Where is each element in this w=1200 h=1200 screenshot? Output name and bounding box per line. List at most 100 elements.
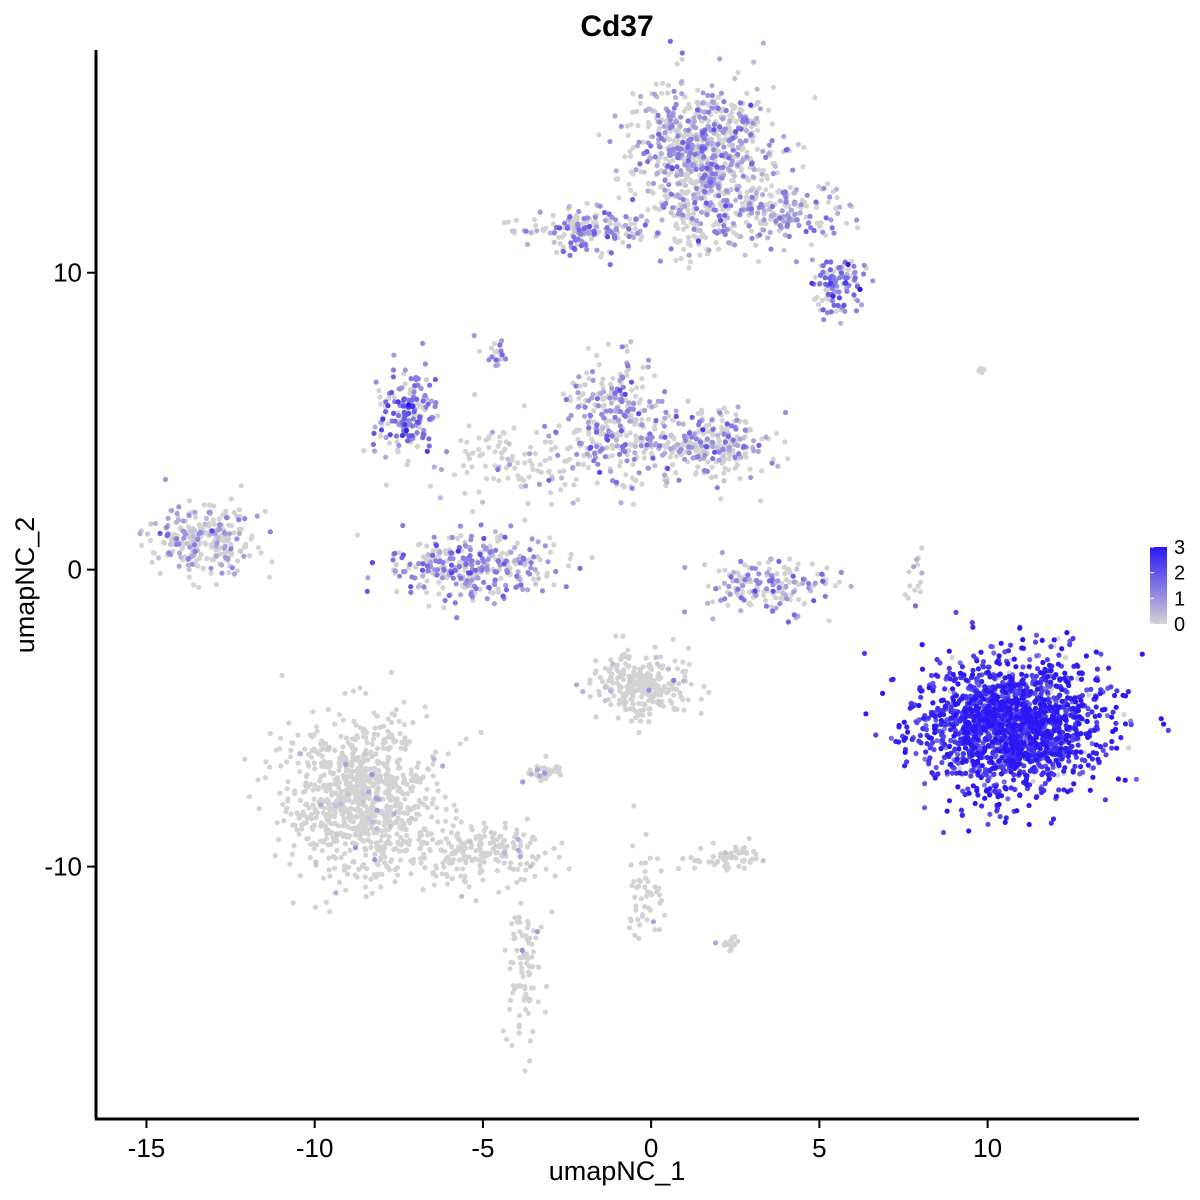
cell-point — [371, 872, 377, 878]
cell-point — [851, 292, 857, 298]
cell-point — [514, 827, 520, 833]
cell-point — [306, 763, 312, 769]
cell-point — [743, 454, 749, 460]
cell-point — [551, 845, 557, 852]
cell-point — [535, 539, 541, 545]
cell-point — [656, 131, 662, 137]
cell-point — [425, 766, 431, 772]
cell-point — [1034, 653, 1040, 659]
cell-point — [204, 555, 210, 562]
cell-point — [704, 207, 710, 213]
cell-point — [688, 681, 694, 687]
cell-point — [344, 735, 350, 741]
cell-point — [629, 697, 635, 703]
cell-point — [691, 233, 697, 239]
cell-point — [281, 818, 287, 824]
cell-point — [599, 411, 605, 417]
cell-point — [442, 597, 448, 604]
cell-point — [329, 792, 335, 798]
cell-point — [637, 666, 643, 673]
cell-point — [314, 728, 320, 734]
cell-point — [1133, 776, 1139, 782]
cell-point — [756, 442, 762, 448]
cell-point — [751, 166, 757, 173]
cell-point — [599, 380, 605, 387]
cell-point — [636, 729, 642, 736]
cell-point — [210, 517, 216, 523]
cell-point — [364, 588, 370, 595]
cell-point — [501, 561, 507, 567]
cell-point — [673, 221, 679, 227]
cell-point — [242, 516, 248, 522]
cell-point — [356, 802, 362, 808]
cell-point — [682, 609, 688, 615]
cell-point — [804, 192, 810, 198]
cell-point — [717, 124, 723, 130]
cell-point — [430, 773, 436, 779]
cell-point — [269, 559, 275, 565]
cell-point — [149, 559, 155, 565]
cell-point — [323, 899, 329, 905]
cell-point — [695, 453, 701, 460]
cell-point — [672, 658, 678, 664]
cell-point — [532, 873, 538, 879]
cell-point — [514, 540, 521, 546]
cell-point — [380, 745, 386, 751]
cell-point — [391, 776, 397, 782]
cell-point — [529, 954, 535, 960]
cell-point — [638, 443, 644, 449]
cell-point — [624, 372, 630, 378]
cell-point — [426, 436, 432, 442]
cell-point — [383, 409, 389, 415]
cell-point — [660, 703, 666, 709]
cell-point — [378, 838, 384, 844]
cell-point — [648, 143, 654, 149]
cell-point — [753, 577, 760, 583]
cell-point — [790, 167, 796, 173]
cell-point — [404, 791, 410, 797]
cell-point — [192, 548, 198, 555]
cell-point — [697, 419, 703, 425]
cell-point — [673, 413, 679, 419]
cell-point — [368, 780, 374, 786]
cell-point — [180, 518, 186, 524]
cell-point — [396, 550, 402, 556]
cell-point — [226, 522, 232, 528]
cell-point — [467, 547, 474, 553]
cell-point — [602, 454, 608, 460]
cell-point — [619, 652, 625, 658]
cell-point — [275, 837, 282, 843]
cell-point — [318, 820, 325, 826]
cell-point — [535, 999, 542, 1005]
cell-point — [657, 144, 663, 150]
cell-point — [769, 203, 776, 210]
cell-point — [401, 397, 407, 403]
cell-point — [647, 664, 653, 670]
cell-point — [502, 534, 508, 540]
cell-point — [685, 127, 691, 133]
cell-point — [372, 725, 378, 731]
cell-point — [531, 217, 538, 223]
cell-point — [396, 442, 402, 448]
cell-point — [624, 348, 630, 354]
cell-point — [392, 418, 398, 424]
cell-point — [797, 210, 803, 216]
cell-point — [327, 873, 333, 879]
cell-point — [384, 863, 390, 869]
cell-point — [388, 669, 394, 676]
cell-point — [630, 109, 636, 115]
cell-point — [525, 587, 531, 593]
cell-point — [415, 760, 421, 766]
cell-point — [760, 40, 767, 46]
cell-point — [221, 530, 227, 536]
cell-point — [710, 456, 716, 462]
cell-point — [617, 463, 623, 469]
cell-point — [382, 832, 389, 838]
cell-point — [538, 924, 544, 930]
cell-point — [708, 474, 715, 480]
cell-point — [684, 175, 691, 181]
cell-point — [704, 468, 711, 474]
cell-point — [579, 392, 585, 398]
cell-point — [628, 862, 634, 868]
cell-point — [735, 442, 741, 448]
